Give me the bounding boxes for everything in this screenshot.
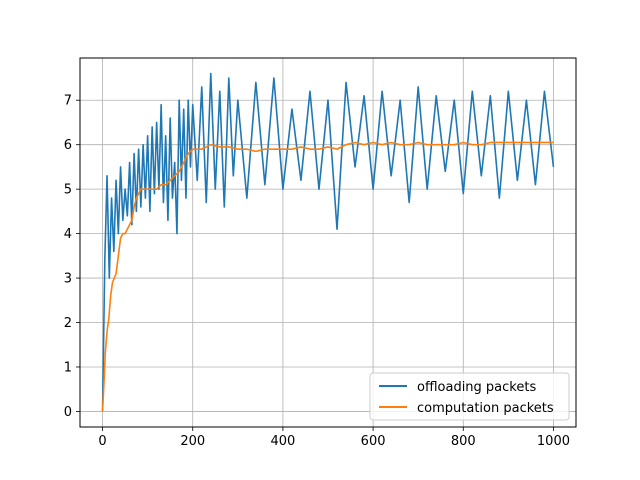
legend: offloading packets computation packets	[369, 372, 570, 421]
x-tick-label: 600	[361, 434, 386, 449]
y-tick-label: 3	[64, 272, 72, 287]
series-line-offloading	[101, 72, 555, 412]
y-tick-label: 4	[64, 227, 72, 242]
y-tick-label: 2	[64, 316, 72, 331]
y-tick-label: 1	[64, 360, 72, 375]
legend-frame	[369, 372, 570, 421]
x-tick-label: 400	[270, 434, 295, 449]
y-tick-label: 6	[64, 138, 72, 153]
series-layer	[101, 72, 555, 412]
plot-frame	[79, 57, 577, 428]
x-tick-label: 200	[180, 434, 205, 449]
ticks: 0 200 400 600 800 1000 0 1 2 3 4 5 6 7	[64, 94, 570, 449]
y-tick-label: 7	[64, 94, 72, 109]
legend-label-offloading: offloading packets	[417, 380, 536, 395]
y-tick-label: 0	[64, 405, 72, 420]
x-tick-label: 0	[98, 434, 106, 449]
x-tick-label: 1000	[537, 434, 570, 449]
series-line-computation	[101, 141, 554, 412]
x-tick-label: 800	[451, 434, 476, 449]
legend-label-computation: computation packets	[417, 401, 554, 416]
y-tick-label: 5	[64, 183, 72, 198]
